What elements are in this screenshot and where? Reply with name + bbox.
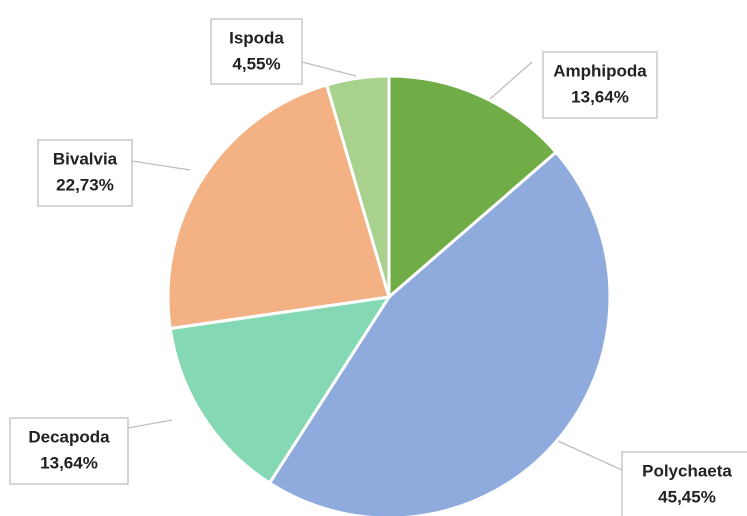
value-label: 13,64% bbox=[40, 453, 98, 472]
leader-line bbox=[557, 440, 623, 471]
category-label: Amphipoda bbox=[553, 61, 647, 80]
value-label: 13,64% bbox=[571, 87, 629, 106]
leader-line bbox=[301, 61, 357, 77]
value-label: 22,73% bbox=[56, 175, 114, 194]
category-label: Ispoda bbox=[229, 28, 284, 47]
pie-slice bbox=[168, 295, 393, 486]
category-label: Polychaeta bbox=[642, 461, 732, 480]
pie-slice bbox=[387, 74, 559, 301]
leader-line bbox=[131, 160, 191, 171]
category-label: Bivalvia bbox=[53, 149, 118, 168]
label-box bbox=[542, 51, 658, 119]
label-box bbox=[9, 417, 129, 485]
label-box bbox=[621, 451, 747, 516]
value-label: 4,55% bbox=[232, 54, 280, 73]
value-label: 45,45% bbox=[658, 487, 716, 506]
leader-line bbox=[489, 61, 533, 100]
leader-line bbox=[127, 419, 173, 429]
pie-slice bbox=[324, 74, 391, 298]
label-box bbox=[37, 139, 133, 207]
category-label: Decapoda bbox=[28, 427, 110, 446]
pie-slice bbox=[166, 83, 391, 331]
label-box bbox=[210, 18, 303, 85]
pie-slice bbox=[267, 150, 612, 516]
